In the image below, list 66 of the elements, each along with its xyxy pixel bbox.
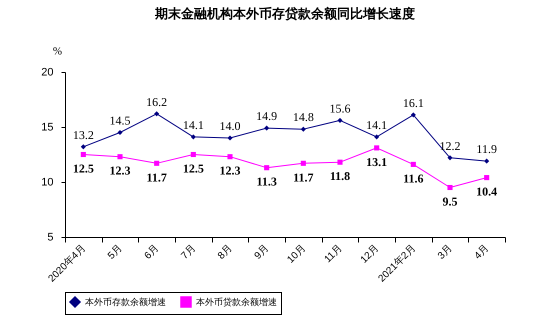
data-label: 13.1 bbox=[366, 154, 388, 169]
y-tick-label: 15 bbox=[41, 122, 54, 134]
data-label: 11.9 bbox=[476, 142, 497, 156]
data-label: 10.4 bbox=[476, 184, 498, 199]
data-label: 14.0 bbox=[220, 119, 240, 133]
data-label: 14.9 bbox=[256, 109, 278, 124]
data-label: 14.8 bbox=[292, 110, 314, 124]
x-tick-label: 11月 bbox=[322, 242, 345, 266]
point bbox=[154, 160, 160, 166]
point bbox=[410, 112, 416, 118]
point bbox=[264, 126, 270, 131]
chart-title: 期末金融机构本外币存贷款余额同比增长速度 bbox=[154, 6, 415, 21]
y-axis-title: % bbox=[52, 46, 62, 58]
data-label: 11.8 bbox=[330, 169, 350, 184]
point bbox=[484, 175, 490, 180]
data-label: 11.3 bbox=[256, 174, 277, 189]
data-label: 12.2 bbox=[440, 138, 460, 153]
point bbox=[484, 158, 490, 164]
data-label: 9.5 bbox=[442, 194, 458, 208]
point bbox=[80, 152, 86, 158]
y-tick-label: 10 bbox=[41, 176, 54, 188]
point bbox=[264, 165, 270, 170]
x-tick-label: 12月 bbox=[358, 242, 382, 266]
point bbox=[80, 144, 86, 150]
x-tick-label: 4月 bbox=[472, 242, 492, 262]
x-tick-label: 9月 bbox=[252, 242, 272, 262]
point bbox=[154, 111, 160, 116]
x-tick-label: 5月 bbox=[106, 242, 125, 262]
data-label: 13.2 bbox=[72, 128, 94, 142]
data-label: 14.5 bbox=[110, 114, 130, 128]
legend-label: 本外币存款余额增速 bbox=[85, 297, 166, 307]
data-label: 14.1 bbox=[182, 118, 204, 132]
data-label: 12.3 bbox=[110, 164, 130, 178]
point bbox=[337, 118, 343, 123]
data-label: 11.6 bbox=[403, 171, 424, 186]
point bbox=[117, 154, 123, 160]
data-label: 14.1 bbox=[366, 118, 388, 132]
data-label: 16.2 bbox=[146, 94, 168, 109]
data-label: 12.5 bbox=[72, 162, 94, 176]
data-label: 12.5 bbox=[182, 162, 204, 176]
x-tick-label: 10月 bbox=[285, 242, 308, 266]
point bbox=[190, 152, 196, 158]
data-label: 11.7 bbox=[293, 170, 314, 184]
point bbox=[374, 145, 380, 150]
point bbox=[374, 134, 380, 140]
legend-label: 本外币贷款余额增速 bbox=[196, 297, 277, 307]
x-tick-label: 7月 bbox=[179, 242, 198, 262]
x-tick-label: 6月 bbox=[142, 242, 162, 262]
point bbox=[227, 154, 233, 160]
y-tick-label: 5 bbox=[47, 232, 54, 244]
point bbox=[300, 126, 306, 132]
y-tick-label: 20 bbox=[41, 66, 54, 78]
point bbox=[300, 160, 306, 166]
data-label: 12.3 bbox=[220, 164, 240, 178]
point bbox=[117, 130, 123, 136]
data-label: 16.1 bbox=[402, 96, 424, 110]
point bbox=[227, 135, 233, 141]
point bbox=[190, 134, 196, 140]
x-tick-label: 3月 bbox=[436, 242, 455, 262]
point bbox=[447, 184, 453, 190]
data-label: 15.6 bbox=[330, 101, 350, 116]
point bbox=[447, 155, 453, 160]
x-tick-label: 8月 bbox=[216, 242, 235, 262]
point bbox=[337, 160, 343, 165]
point bbox=[410, 162, 416, 167]
data-label: 11.7 bbox=[146, 170, 167, 184]
